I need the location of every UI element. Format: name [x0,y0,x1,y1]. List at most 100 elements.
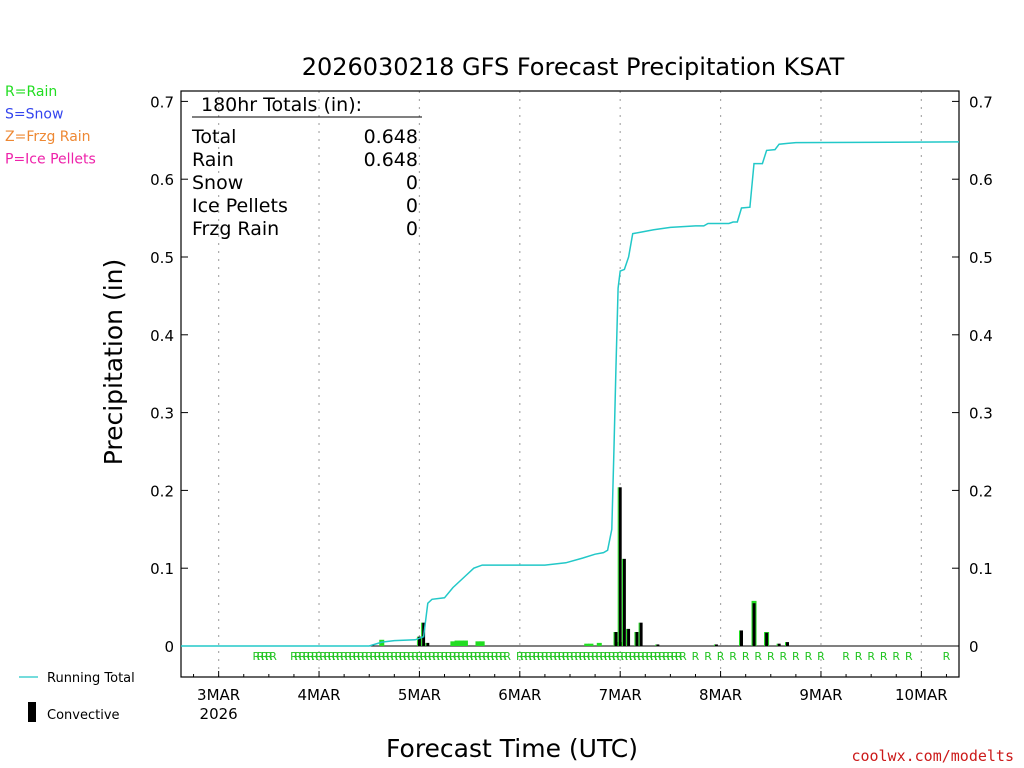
rain-bar [462,640,468,646]
ptype-marker: R [570,650,578,663]
rain-bar-edge [776,643,778,646]
ptype-marker: R [349,650,357,663]
rain-bar-edge [713,644,715,646]
ptype-marker: R [407,650,415,663]
ptype-marker: R [646,650,654,663]
ptype-marker: R [880,650,888,663]
rain-bar-edge [416,636,418,646]
ptype-marker: R [637,650,645,663]
running-total-legend-label: Running Total [47,671,135,686]
rain-bar-edge [764,632,766,646]
ptype-marker: R [382,650,390,663]
ptype-marker: R [261,650,269,663]
totals-row-value: 0.648 [364,126,418,148]
ptype-marker: R [491,650,499,663]
ptype-marker: R [361,650,369,663]
convective-bar [786,642,790,646]
convective-bar [622,558,626,646]
ptype-marker: R [428,650,436,663]
y-tick-label: 0.4 [150,327,174,345]
ptype-marker: R [503,650,511,663]
ptype-marker: R [252,650,260,663]
ptype-marker: R [395,650,403,663]
totals-row-value: 0 [406,172,418,194]
x-tick-label: 5MAR [398,686,441,704]
ptype-marker: R [767,650,775,663]
ptype-marker: R [524,650,532,663]
y-tick-label: 0.3 [150,405,174,423]
y-tick-label: 0 [164,638,174,656]
y-tick-label-right: 0.4 [969,327,993,345]
x-tick-year: 2026 [200,705,238,723]
precip-bars [379,487,790,646]
ptype-marker: R [562,650,570,663]
ptype-marker: R [399,650,407,663]
ptype-marker: R [265,650,273,663]
convective-legend-swatch [28,702,36,722]
ptype-marker: R [591,650,599,663]
ptype-marker: R [817,650,825,663]
rain-bar-edge [617,487,619,646]
rain-bar-edge [634,631,636,646]
ptype-legend-item: S=Snow [5,107,63,123]
ptype-marker: R [319,650,327,663]
totals-row-label: Rain [192,149,234,171]
y-tick-label: 0.1 [150,560,174,578]
ptype-marker: R [558,650,566,663]
ptype-marker: R [855,650,863,663]
y-tick-label-right: 0.1 [969,560,993,578]
ptype-marker: R [357,650,365,663]
ptype-marker: R [516,650,524,663]
ptype-legend: R=Rain S=Snow Z=Frzg Rain P=Ice Pellets [5,84,96,168]
x-axis-label: Forecast Time (UTC) [386,734,638,763]
ptype-marker: R [303,650,311,663]
ptype-marker: R [742,650,750,663]
ptype-marker: R [478,650,486,663]
rain-bar-edge [738,630,740,646]
ptype-marker: R [600,650,608,663]
ptype-marker: R [324,650,332,663]
ptype-marker: R [424,650,432,663]
rain-bar [479,641,485,646]
rain-bar [458,640,464,646]
totals-row-label: Ice Pellets [192,195,288,217]
ptype-marker: R [587,650,595,663]
ptype-marker: R [298,650,306,663]
rain-bar-edge [421,622,423,646]
ptype-marker: R [378,650,386,663]
convective-bar [777,643,781,646]
convective-bar [614,631,618,646]
ptype-marker: R [943,650,951,663]
ptype-marker: R [529,650,537,663]
ptype-marker: R [595,650,603,663]
x-tick-label: 6MAR [498,686,541,704]
ptype-marker: R [257,650,265,663]
ptype-marker: R [905,650,913,663]
y-tick-label: 0.6 [150,171,174,189]
ptype-marker: R [579,650,587,663]
ptype-marker: R [641,650,649,663]
ptype-marker: R [411,650,419,663]
ptype-marker: R [416,650,424,663]
ptype-marker: R [441,650,449,663]
ptype-marker: R [667,650,675,663]
ptype-marker: R [625,650,633,663]
ptype-marker: R [462,650,470,663]
convective-bar [426,642,430,646]
ptype-marker: R [487,650,495,663]
ptype-marker: R [294,650,302,663]
ptype-marker: R [390,650,398,663]
ptype-marker: R [621,650,629,663]
convective-bar [739,630,743,646]
ptype-marker: R [892,650,900,663]
convective-bar [765,632,769,646]
y-tick-label: 0.2 [150,482,174,500]
convective-legend-label: Convective [47,708,120,723]
rain-bar-edge [621,558,623,646]
y-tick-label-right: 0.5 [969,249,993,267]
ptype-marker: R [675,650,683,663]
ptype-marker: R [483,650,491,663]
